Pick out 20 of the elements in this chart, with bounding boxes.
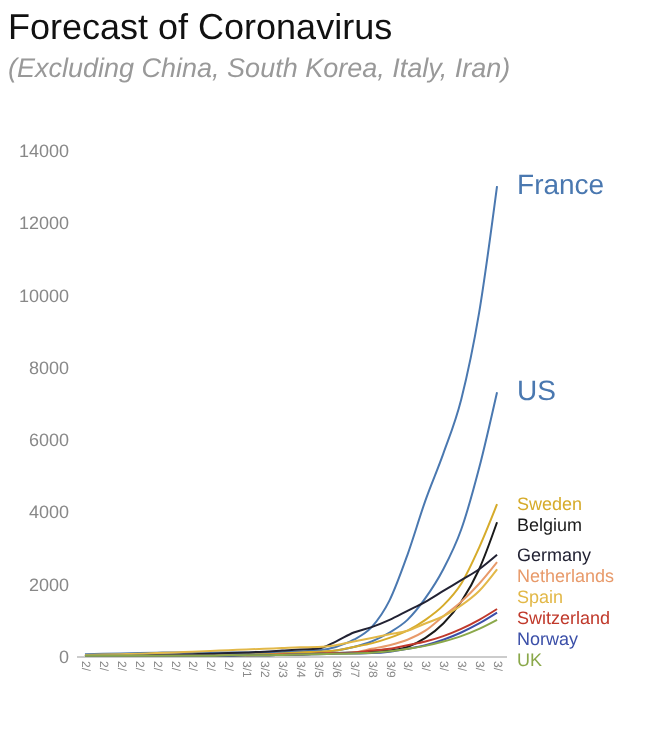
series-label: Spain: [517, 586, 564, 607]
series-label: Switzerland: [517, 607, 611, 628]
series-label: France: [517, 168, 605, 201]
y-tick-label: 10000: [18, 285, 69, 306]
series-label: Norway: [517, 628, 580, 649]
chart-subtitle: (Excluding China, South Korea, Italy, Iran): [8, 53, 511, 83]
text: UK: [517, 649, 543, 670]
series-label: Sweden: [517, 494, 583, 515]
chart-title: Forecast of Coronavirus: [8, 7, 393, 47]
y-tick-label: 8000: [28, 357, 69, 378]
y-tick-label: 4000: [28, 502, 69, 523]
y-tick-label: 14000: [18, 141, 69, 161]
series-label: Belgium: [517, 515, 583, 536]
y-tick-label: 12000: [18, 213, 69, 234]
series-label: Germany: [517, 544, 593, 565]
y-tick-label: 2000: [28, 574, 69, 595]
y-tick-label: 0: [58, 647, 69, 667]
series-label: Netherlands: [517, 565, 616, 586]
y-tick-label: 6000: [28, 430, 69, 451]
series-label: US: [517, 374, 556, 407]
